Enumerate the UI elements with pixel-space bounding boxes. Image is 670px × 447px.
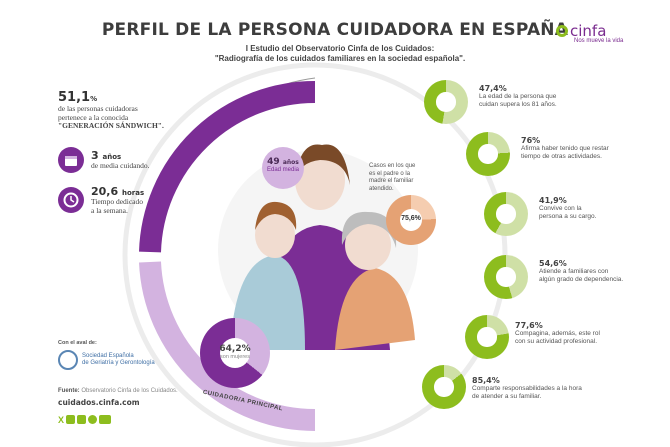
years-value: 3 bbox=[91, 149, 99, 163]
average-age-badge: 49 años Edad media bbox=[262, 147, 304, 189]
segg-logo: Sociedad Española de Geriatría y Geronto… bbox=[58, 350, 155, 370]
sandwich-unit: % bbox=[90, 95, 98, 103]
facebook-icon[interactable] bbox=[66, 415, 76, 425]
cinfa-logo: cinfa Nos mueve la vida bbox=[556, 22, 623, 44]
parent-case-line-1: Casos en los que bbox=[369, 163, 416, 169]
women-label: son mujeres bbox=[220, 354, 250, 360]
stat-text-3a: Convive con la bbox=[539, 205, 582, 212]
stat-donut-6 bbox=[422, 365, 466, 409]
women-value: 64,2% bbox=[219, 344, 251, 354]
women-stat: 64,2% son mujeres bbox=[200, 344, 270, 360]
source-label: Fuente: bbox=[58, 388, 80, 394]
instagram-icon[interactable] bbox=[77, 415, 87, 425]
stat-value-1: 47,4% bbox=[479, 84, 507, 93]
stat-value-6: 85,4% bbox=[472, 376, 500, 385]
stat-donut-1 bbox=[424, 80, 468, 124]
pinterest-icon[interactable] bbox=[88, 415, 98, 425]
subtitle: I Estudio del Observatorio Cinfa de los … bbox=[140, 44, 540, 64]
stat-text-2b: tiempo de otras actividades. bbox=[521, 153, 602, 160]
clock-icon bbox=[58, 187, 84, 213]
stat-donut-2 bbox=[466, 132, 510, 176]
parent-case-value: 75,6% bbox=[401, 215, 421, 222]
years-text: de media cuidando. bbox=[91, 161, 150, 171]
calendar-icon bbox=[58, 147, 84, 173]
stat-text-4a: Atiende a familiares con bbox=[539, 268, 609, 275]
stat-value-4: 54,6% bbox=[539, 259, 567, 268]
stat-text-1a: La edad de la persona que bbox=[479, 93, 557, 100]
age-label: Edad media bbox=[266, 167, 300, 173]
source-note: Fuente: Observatorio Cinfa de los Cuidad… bbox=[58, 388, 178, 394]
social-links: X bbox=[58, 411, 113, 429]
hours-text-1: Tiempo dedicado bbox=[91, 197, 144, 206]
women-donut bbox=[200, 318, 270, 388]
age-value: 49 bbox=[267, 157, 280, 167]
stat-text-6b: de atender a su familiar. bbox=[472, 393, 542, 400]
stat-donut-3 bbox=[484, 192, 528, 236]
age-unit: años bbox=[282, 159, 299, 166]
parent-case-line-4: atendido. bbox=[369, 185, 394, 192]
stat-donut-4 bbox=[484, 255, 528, 299]
parent-case-donut bbox=[386, 195, 436, 245]
endorsement-label: Con el aval de: bbox=[58, 340, 97, 346]
parent-case-line-3: madre el familiar bbox=[369, 178, 414, 184]
hours-text-2: a la semana. bbox=[91, 205, 128, 215]
stat-value-2: 76% bbox=[521, 136, 541, 145]
stat-donut-5 bbox=[465, 315, 509, 359]
parent-case-line-2: es el padre o la bbox=[369, 170, 411, 177]
stat-value-5: 77,6% bbox=[515, 321, 543, 330]
logo-tagline: Nos mueve la vida bbox=[574, 38, 624, 45]
youtube-icon[interactable] bbox=[99, 415, 112, 425]
logo-name: cinfa bbox=[570, 22, 607, 40]
stat-text-5b: con su actividad profesional. bbox=[515, 338, 598, 345]
x-icon[interactable]: X bbox=[58, 414, 65, 425]
society-line-1: Sociedad Española bbox=[82, 353, 134, 359]
stat-text-1b: cuidan supera los 81 años. bbox=[479, 101, 557, 108]
stat-text-4b: algún grado de dependencia. bbox=[539, 276, 624, 283]
sandwich-generation-stat: 51,1% de las personas cuidadoras pertene… bbox=[58, 90, 198, 131]
stat-text-5a: Compagina, además, este rol bbox=[515, 330, 600, 337]
page-title: PERFIL DE LA PERSONA CUIDADORA EN ESPAÑA bbox=[101, 20, 569, 40]
stat-text-3b: persona a su cargo. bbox=[539, 213, 597, 220]
stat-text-2a: Afirma haber tenido que restar bbox=[521, 145, 609, 152]
sandwich-value: 51,1 bbox=[58, 90, 91, 105]
segg-emblem-icon bbox=[58, 350, 78, 370]
subtitle-line-2: "Radiografía de los cuidados familiares … bbox=[214, 54, 466, 63]
stat-text-6a: Comparte responsabilidades a la hora bbox=[472, 385, 582, 392]
website-link[interactable]: cuidados.cinfa.com bbox=[58, 398, 140, 407]
society-line-2: de Geriatría y Gerontología bbox=[82, 360, 155, 366]
hours-value: 20,6 bbox=[91, 185, 119, 198]
subtitle-line-1: I Estudio del Observatorio Cinfa de los … bbox=[245, 44, 435, 53]
sandwich-text-2: pertenece a la conocida bbox=[58, 112, 129, 122]
parent-case-text: Casos en los que es el padre o la madre … bbox=[369, 163, 415, 193]
stat-value-3: 41,9% bbox=[539, 196, 567, 205]
sandwich-text-3: "GENERACIÓN SÁNDWICH". bbox=[58, 121, 164, 130]
years-unit: años bbox=[102, 153, 122, 162]
source-text: Observatorio Cinfa de los Cuidados. bbox=[81, 388, 178, 394]
cinfa-hexagon-icon bbox=[556, 25, 568, 37]
hours-unit: horas bbox=[121, 189, 145, 197]
sandwich-text-1: de las personas cuidadoras bbox=[58, 104, 138, 113]
weekly-hours-stat: 20,6 horas Tiempo dedicado a la semana. bbox=[58, 185, 144, 215]
years-caring-stat: 3 años de media cuidando. bbox=[58, 147, 150, 173]
